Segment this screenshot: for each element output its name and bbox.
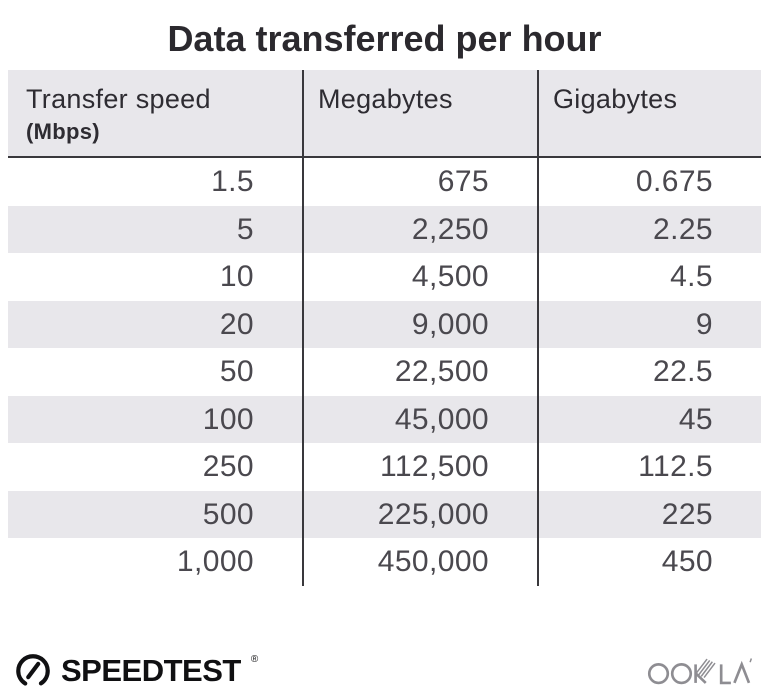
table-row: 250 112,500 112.5: [8, 443, 761, 491]
cell-gigabytes: 0.675: [537, 158, 761, 206]
cell-gigabytes: 225: [537, 490, 761, 538]
column-header-transfer-speed-unit: (Mbps): [26, 119, 100, 144]
table-row: 1.5 675 0.675: [8, 158, 761, 206]
ookla-letter-k-leg: [694, 672, 707, 684]
gauge-needle: [26, 661, 41, 680]
ookla-letter-o1: [647, 663, 670, 685]
cell-gigabytes: 450: [537, 538, 761, 586]
cell-megabytes: 45,000: [302, 395, 537, 443]
table-row: 1,000 450,000 450: [8, 538, 761, 586]
cell-gigabytes: 45: [537, 395, 761, 443]
cell-speed: 250: [202, 450, 254, 483]
column-header-megabytes-label: Megabytes: [318, 84, 453, 114]
speedtest-wordmark: SPEEDTEST: [61, 653, 241, 688]
cell-speed: 5: [236, 212, 254, 246]
cell-speed: 20: [219, 307, 254, 341]
ookla-logo: [647, 656, 753, 686]
column-header-megabytes: Megabytes: [302, 70, 537, 156]
ookla-letter-l: [719, 664, 731, 685]
cell-megabytes: 675: [302, 158, 537, 206]
cell-gigabytes: 112.5: [537, 443, 761, 491]
table-row: 10 4,500 4.5: [8, 253, 761, 301]
cell-gigabytes: 9: [537, 300, 761, 348]
cell-speed: 50: [219, 355, 254, 388]
column-header-transfer-speed: Transfer speed (Mbps): [8, 70, 302, 156]
ookla-letter-o2: [670, 663, 693, 685]
table-header-row: Transfer speed (Mbps) Megabytes Gigabyte…: [8, 70, 761, 158]
cell-megabytes: 9,000: [302, 300, 537, 348]
cell-speed: 10: [219, 260, 254, 293]
cell-speed: 1.5: [211, 165, 254, 198]
table-row: 5 2,250 2.25: [8, 205, 761, 253]
cell-speed: 1,000: [176, 545, 254, 578]
cell-megabytes: 225,000: [302, 490, 537, 538]
table-row: 100 45,000 45: [8, 395, 761, 443]
speedtest-logo: SPEEDTEST ®: [14, 652, 259, 690]
ookla-wordmark-icon: [647, 658, 753, 685]
cell-speed: 100: [202, 402, 254, 436]
cell-speed: 500: [202, 497, 254, 531]
registered-trademark-symbol: ®: [250, 653, 259, 665]
table-row: 20 9,000 9: [8, 300, 761, 348]
column-header-transfer-speed-label: Transfer speed: [26, 84, 211, 114]
ookla-letter-a: [733, 660, 751, 684]
data-table: Transfer speed (Mbps) Megabytes Gigabyte…: [8, 70, 761, 586]
column-header-gigabytes: Gigabytes: [537, 70, 761, 156]
cell-megabytes: 450,000: [302, 538, 537, 586]
ookla-trademark-tick: [749, 658, 753, 663]
footer: SPEEDTEST ®: [14, 648, 753, 694]
cell-gigabytes: 22.5: [537, 348, 761, 396]
speedtest-gauge-icon: [16, 654, 50, 688]
cell-gigabytes: 4.5: [537, 253, 761, 301]
table-row: 500 225,000 225: [8, 490, 761, 538]
cell-gigabytes: 2.25: [537, 205, 761, 253]
ookla-letter-k-streaks: [694, 658, 716, 678]
table-body: 1.5 675 0.675 5 2,250 2.25 10 4,500 4.5 …: [8, 158, 761, 586]
page-title: Data transferred per hour: [167, 18, 602, 59]
cell-megabytes: 2,250: [302, 205, 537, 253]
column-header-gigabytes-label: Gigabytes: [553, 84, 678, 114]
cell-megabytes: 4,500: [302, 253, 537, 301]
table-row: 50 22,500 22.5: [8, 348, 761, 396]
cell-megabytes: 112,500: [302, 443, 537, 491]
cell-megabytes: 22,500: [302, 348, 537, 396]
